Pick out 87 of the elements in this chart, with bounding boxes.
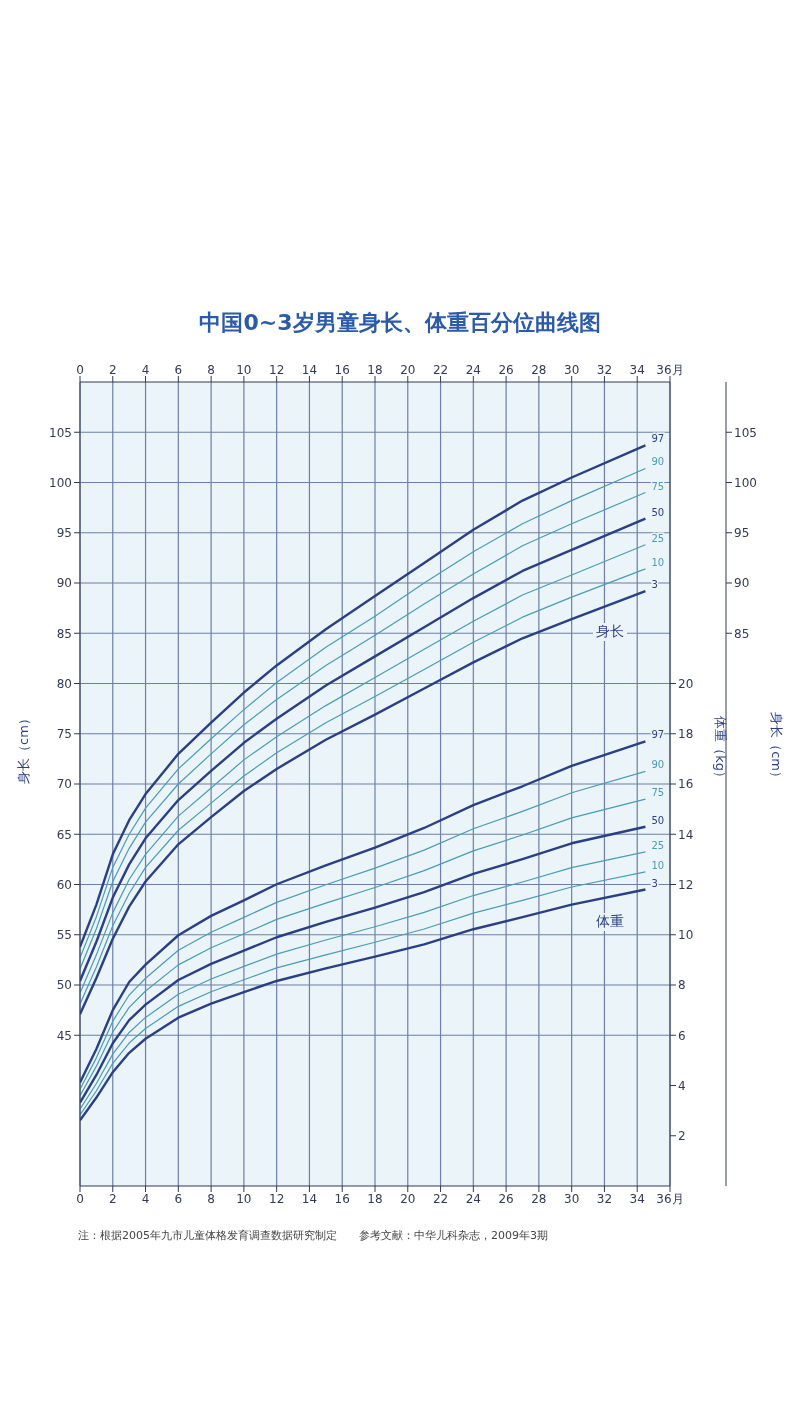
series-label: 97 [651,729,665,741]
x-tick-label: 20 [400,363,416,377]
x2-tick-label: 18 [367,1191,383,1206]
x2-tick-label: 4 [141,1191,150,1206]
x2-tick-label: 2 [108,1191,117,1206]
series-label: 90 [651,759,665,771]
x-tick-label: 24 [465,363,481,377]
y-tick-label: 80 [56,676,72,691]
y2-tick-label: 16 [678,777,694,792]
y-tick-label: 90 [56,576,72,591]
x-tick-label: 22 [432,363,449,377]
x2-tick-label: 12 [269,1191,285,1206]
annotation: 体重 [593,913,627,931]
y2-tick-label: 4 [678,1078,686,1093]
x2-tick-label: 26 [498,1191,514,1206]
series-label: 50 [651,506,665,518]
y2-tick-label: 6 [678,1028,686,1043]
text: 注：根据2005年九市儿童体格发育调查数据研究制定 参考文献：中华儿科杂志，2009年3期 [78,1228,549,1243]
chart-title: 中国0~3岁男童身长、体重百分位曲线图 [198,309,602,337]
y-tick-label: 100 [49,475,72,490]
annotation: 身长 [593,623,627,641]
x-tick-label: 18 [367,363,383,377]
x-tick-label: 10 [236,363,252,377]
x2-tick-label: 34 [629,1191,645,1206]
y-tick-label: 55 [56,928,72,943]
x-tick-label: 0 [76,363,84,377]
y-tick-label: 50 [56,978,72,993]
series-label: 25 [651,839,665,851]
x2-tick-label: 28 [531,1191,547,1206]
x-tick-label: 2 [108,363,117,377]
y-tick-label: 45 [56,1028,72,1043]
y2-tick-label: 8 [678,978,686,993]
x2-tick-label: 36月 [656,1191,684,1206]
series-label: 3 [651,877,658,889]
x-tick-label: 34 [629,363,645,377]
y-tick-label: 75 [56,727,72,742]
x2-tick-label: 30 [564,1191,580,1206]
y2-tick-label: 18 [678,727,694,742]
x-tick-label: 16 [334,363,350,377]
y-tick-label: 85 [56,626,72,641]
x-tick-label: 14 [301,363,318,377]
y-tick-label: 60 [56,877,72,892]
series-label: 50 [651,814,665,826]
x2-tick-label: 6 [174,1191,183,1206]
x2-tick-label: 14 [301,1191,318,1206]
series-label: 25 [651,532,665,544]
y2-tick-label: 10 [678,928,694,943]
x-tick-label: 32 [596,363,613,377]
x-tick-label: 30 [564,363,580,377]
x2-tick-label: 22 [432,1191,449,1206]
y3-tick-label: 100 [734,475,757,490]
x-tick-label: 36月 [656,363,684,377]
y-axis-title: 身长（cm） [15,712,31,784]
series-label: 75 [651,480,665,492]
y2-tick-label: 12 [678,877,694,892]
x2-tick-label: 32 [596,1191,613,1206]
series-label: 10 [651,859,665,871]
x-tick-label: 4 [141,363,150,377]
y2-axis-title: 体重（kg） [713,716,729,784]
x-tick-label: 6 [174,363,183,377]
x-tick-label: 26 [498,363,514,377]
y2-tick-label: 2 [678,1129,686,1144]
x2-tick-label: 16 [334,1191,350,1206]
series-label: 3 [651,579,658,591]
y-tick-label: 65 [56,827,72,842]
x-tick-label: 8 [207,363,215,377]
series-label: 10 [651,556,665,568]
y-tick-label: 70 [56,777,72,792]
y3-tick-label: 95 [734,526,750,541]
y3-tick-label: 105 [734,425,757,440]
series-label: 90 [651,456,665,468]
series-label: 97 [651,433,665,445]
y-tick-label: 95 [56,526,72,541]
x2-tick-label: 24 [465,1191,481,1206]
x2-tick-label: 20 [400,1191,416,1206]
y2-tick-label: 20 [678,676,694,691]
series-label: 75 [651,787,665,799]
x2-tick-label: 0 [76,1191,84,1206]
y3-tick-label: 85 [734,626,750,641]
y3-tick-label: 90 [734,576,750,591]
x2-tick-label: 8 [207,1191,215,1206]
y-tick-label: 105 [49,425,72,440]
x-tick-label: 28 [531,363,547,377]
x-tick-label: 12 [269,363,285,377]
y2-tick-label: 14 [678,827,694,842]
x2-tick-label: 10 [236,1191,252,1206]
y3-axis-title: 身长（cm） [769,712,785,784]
